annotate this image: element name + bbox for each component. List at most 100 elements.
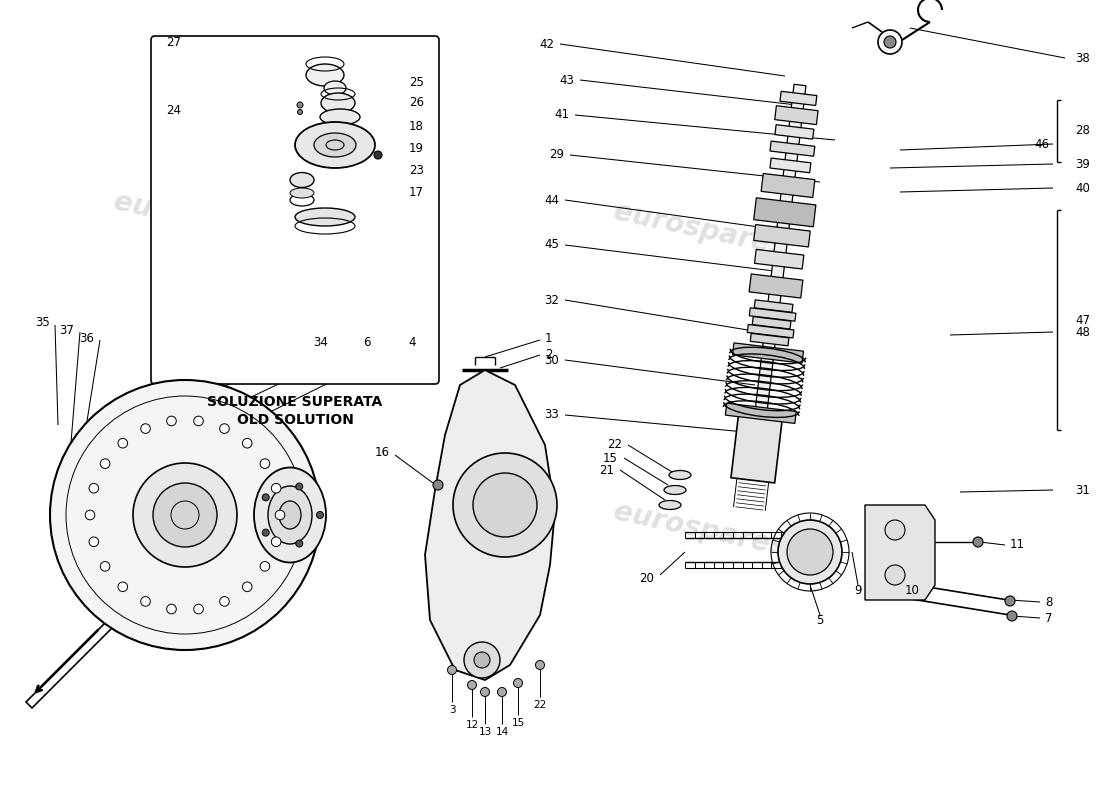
Ellipse shape — [321, 93, 355, 113]
Text: 38: 38 — [1075, 51, 1090, 65]
Text: 40: 40 — [1075, 182, 1090, 194]
Circle shape — [194, 604, 204, 614]
Text: 36: 36 — [79, 331, 94, 345]
Circle shape — [118, 438, 128, 448]
Polygon shape — [774, 125, 814, 139]
Text: 4: 4 — [408, 337, 416, 350]
Ellipse shape — [320, 109, 360, 125]
Text: 10: 10 — [904, 583, 920, 597]
Text: 15: 15 — [512, 718, 525, 728]
Circle shape — [262, 494, 270, 501]
Circle shape — [242, 582, 252, 591]
Text: 37: 37 — [59, 323, 74, 337]
Circle shape — [242, 438, 252, 448]
Text: 15: 15 — [603, 451, 618, 465]
Text: 27: 27 — [166, 35, 182, 49]
Circle shape — [778, 520, 842, 584]
Text: 46: 46 — [1034, 138, 1049, 150]
Circle shape — [262, 529, 270, 536]
Ellipse shape — [669, 470, 691, 479]
Text: 22: 22 — [534, 700, 547, 710]
Text: 22: 22 — [607, 438, 621, 451]
Text: 25: 25 — [409, 75, 424, 89]
Text: 48: 48 — [1075, 326, 1090, 338]
Text: eurospares: eurospares — [111, 188, 288, 252]
Ellipse shape — [295, 122, 375, 168]
Text: 17: 17 — [409, 186, 424, 198]
Polygon shape — [780, 91, 817, 106]
Circle shape — [497, 687, 506, 697]
Text: 45: 45 — [544, 238, 559, 251]
Polygon shape — [774, 106, 818, 125]
Polygon shape — [770, 141, 815, 156]
Polygon shape — [755, 250, 804, 269]
Circle shape — [474, 652, 490, 668]
Circle shape — [100, 562, 110, 571]
Text: eurospares: eurospares — [612, 198, 789, 262]
Polygon shape — [754, 198, 816, 226]
Circle shape — [473, 473, 537, 537]
Text: 14: 14 — [495, 727, 508, 737]
Circle shape — [297, 110, 302, 114]
Text: SOLUZIONE SUPERATA: SOLUZIONE SUPERATA — [208, 395, 383, 409]
Text: 31: 31 — [1075, 483, 1090, 497]
Circle shape — [297, 102, 302, 108]
Circle shape — [886, 565, 905, 585]
Circle shape — [453, 453, 557, 557]
Ellipse shape — [324, 81, 346, 95]
Text: 30: 30 — [544, 354, 559, 366]
Circle shape — [260, 459, 270, 469]
Circle shape — [448, 666, 456, 674]
Polygon shape — [750, 334, 789, 346]
Circle shape — [884, 36, 896, 48]
Text: 8: 8 — [1045, 595, 1053, 609]
Circle shape — [141, 424, 151, 434]
Circle shape — [141, 597, 151, 606]
Polygon shape — [752, 317, 791, 329]
Text: OLD SOLUTION: OLD SOLUTION — [236, 413, 353, 427]
Text: eurospares: eurospares — [612, 498, 789, 562]
Polygon shape — [26, 622, 112, 708]
Circle shape — [167, 604, 176, 614]
Text: 47: 47 — [1075, 314, 1090, 326]
Circle shape — [167, 416, 176, 426]
Ellipse shape — [314, 133, 356, 157]
Text: 39: 39 — [1075, 158, 1090, 170]
Text: 19: 19 — [409, 142, 424, 154]
Circle shape — [433, 480, 443, 490]
Circle shape — [786, 529, 833, 575]
Polygon shape — [754, 225, 811, 247]
Polygon shape — [749, 274, 803, 298]
Circle shape — [464, 642, 500, 678]
Circle shape — [296, 483, 303, 490]
Circle shape — [1006, 611, 1018, 621]
Circle shape — [220, 597, 229, 606]
Polygon shape — [865, 505, 935, 600]
Text: 34: 34 — [314, 337, 328, 350]
Text: 12: 12 — [465, 720, 478, 730]
Ellipse shape — [295, 208, 355, 226]
Circle shape — [89, 537, 99, 546]
Text: 24: 24 — [166, 103, 182, 117]
Circle shape — [50, 380, 320, 650]
Polygon shape — [755, 300, 793, 312]
Circle shape — [85, 510, 95, 520]
Ellipse shape — [268, 486, 312, 544]
Circle shape — [374, 151, 382, 159]
Text: 44: 44 — [544, 194, 559, 206]
Polygon shape — [754, 84, 806, 421]
Text: 41: 41 — [554, 109, 569, 122]
Ellipse shape — [290, 188, 314, 198]
Text: 43: 43 — [559, 74, 574, 86]
Text: 11: 11 — [1010, 538, 1025, 551]
Text: 26: 26 — [409, 95, 424, 109]
Ellipse shape — [290, 173, 314, 187]
Text: 33: 33 — [544, 409, 559, 422]
Text: 20: 20 — [639, 571, 654, 585]
Circle shape — [118, 582, 128, 591]
Text: 32: 32 — [544, 294, 559, 306]
Circle shape — [194, 416, 204, 426]
Circle shape — [272, 483, 280, 493]
Polygon shape — [770, 158, 811, 173]
Circle shape — [89, 483, 99, 493]
